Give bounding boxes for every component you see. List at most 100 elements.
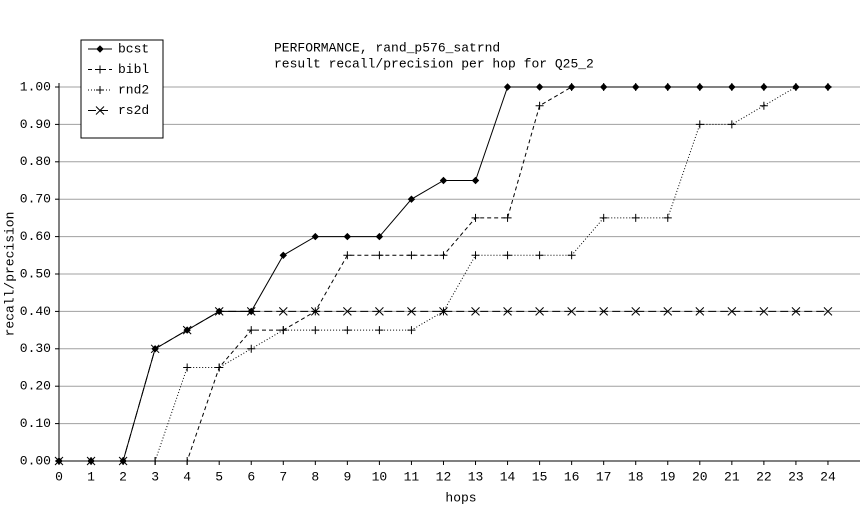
data-point — [310, 307, 320, 316]
x-tick-label: 17 — [596, 469, 612, 484]
y-tick-label: 0.20 — [20, 379, 51, 394]
x-tick-label: 13 — [468, 469, 484, 484]
data-point — [759, 83, 768, 91]
y-tick-label: 0.10 — [20, 416, 51, 431]
data-point — [407, 307, 416, 316]
data-point — [407, 326, 416, 335]
y-tick-label: 0.00 — [20, 453, 51, 468]
data-point — [439, 307, 448, 316]
data-point — [279, 251, 287, 260]
data-point — [247, 326, 256, 335]
data-point — [727, 83, 736, 91]
x-tick-label: 7 — [279, 469, 287, 484]
data-point — [182, 325, 192, 335]
legend-label: bcst — [118, 41, 149, 56]
data-point — [567, 83, 576, 91]
data-point — [214, 307, 224, 316]
data-point — [503, 251, 512, 260]
data-point — [247, 344, 256, 353]
data-point — [279, 326, 288, 335]
x-tick-label: 14 — [500, 469, 516, 484]
data-point — [759, 101, 768, 110]
data-point — [471, 176, 480, 185]
data-point — [151, 457, 160, 465]
data-point — [599, 83, 608, 91]
data-point — [503, 83, 512, 91]
data-point — [823, 307, 833, 316]
y-axis-label: recall/precision — [2, 212, 17, 337]
data-point — [599, 307, 609, 316]
y-tick-label: 0.40 — [20, 304, 51, 319]
x-tick-label: 11 — [404, 469, 420, 484]
legend-marker — [95, 106, 105, 115]
data-point — [759, 307, 769, 316]
x-tick-label: 2 — [119, 469, 127, 484]
x-tick-label: 19 — [660, 469, 676, 484]
data-point — [343, 326, 352, 335]
data-point — [695, 83, 704, 91]
x-tick-label: 15 — [532, 469, 548, 484]
data-point — [375, 326, 384, 335]
data-point — [471, 213, 480, 222]
data-point — [663, 307, 673, 316]
data-point — [439, 176, 448, 185]
data-point — [343, 251, 352, 260]
data-point — [535, 101, 544, 110]
x-tick-label: 4 — [183, 469, 191, 484]
legend-marker — [96, 86, 104, 94]
data-point — [118, 456, 128, 466]
data-point — [535, 307, 544, 316]
data-point — [150, 344, 160, 354]
x-tick-label: 21 — [724, 469, 740, 484]
x-tick-label: 3 — [151, 469, 159, 484]
y-tick-label: 0.30 — [20, 341, 51, 356]
data-point — [567, 307, 576, 316]
x-tick-label: 6 — [247, 469, 255, 484]
legend-label: bibl — [118, 62, 149, 77]
data-point — [791, 83, 800, 91]
data-point — [663, 213, 672, 222]
x-tick-label: 9 — [343, 469, 351, 484]
data-point — [343, 232, 352, 241]
data-point — [599, 213, 608, 222]
x-tick-label: 24 — [820, 469, 836, 484]
legend-box — [80, 39, 164, 139]
data-point — [375, 307, 384, 316]
data-point — [503, 307, 512, 316]
y-tick-label: 0.60 — [20, 229, 51, 244]
y-tick-label: 0.50 — [20, 266, 51, 281]
data-point — [343, 307, 352, 316]
data-point — [215, 363, 224, 372]
data-point — [695, 307, 705, 316]
data-point — [727, 120, 736, 129]
data-point — [791, 307, 801, 316]
x-tick-label: 20 — [692, 469, 708, 484]
legend-marker — [96, 45, 104, 53]
y-tick-label: 0.70 — [20, 192, 51, 207]
x-tick-label: 18 — [628, 469, 644, 484]
x-tick-label: 8 — [311, 469, 319, 484]
x-tick-label: 22 — [756, 469, 772, 484]
x-tick-label: 5 — [215, 469, 223, 484]
data-point — [567, 251, 576, 260]
data-point — [278, 307, 288, 316]
x-tick-label: 1 — [87, 469, 95, 484]
data-point — [183, 363, 192, 372]
data-point — [311, 232, 320, 241]
data-point — [311, 326, 320, 335]
data-point — [375, 232, 384, 241]
x-tick-label: 12 — [436, 469, 452, 484]
data-point — [246, 307, 256, 316]
data-point — [439, 251, 448, 260]
x-tick-label: 23 — [788, 469, 804, 484]
data-point — [695, 120, 704, 129]
y-tick-label: 0.80 — [20, 154, 51, 169]
data-point — [503, 213, 512, 222]
x-tick-label: 0 — [55, 469, 63, 484]
legend-label: rs2d — [118, 103, 149, 118]
chart-subtitle: result recall/precision per hop for Q25_… — [274, 56, 594, 71]
data-point — [631, 83, 640, 91]
legend-label: rnd2 — [118, 82, 149, 97]
